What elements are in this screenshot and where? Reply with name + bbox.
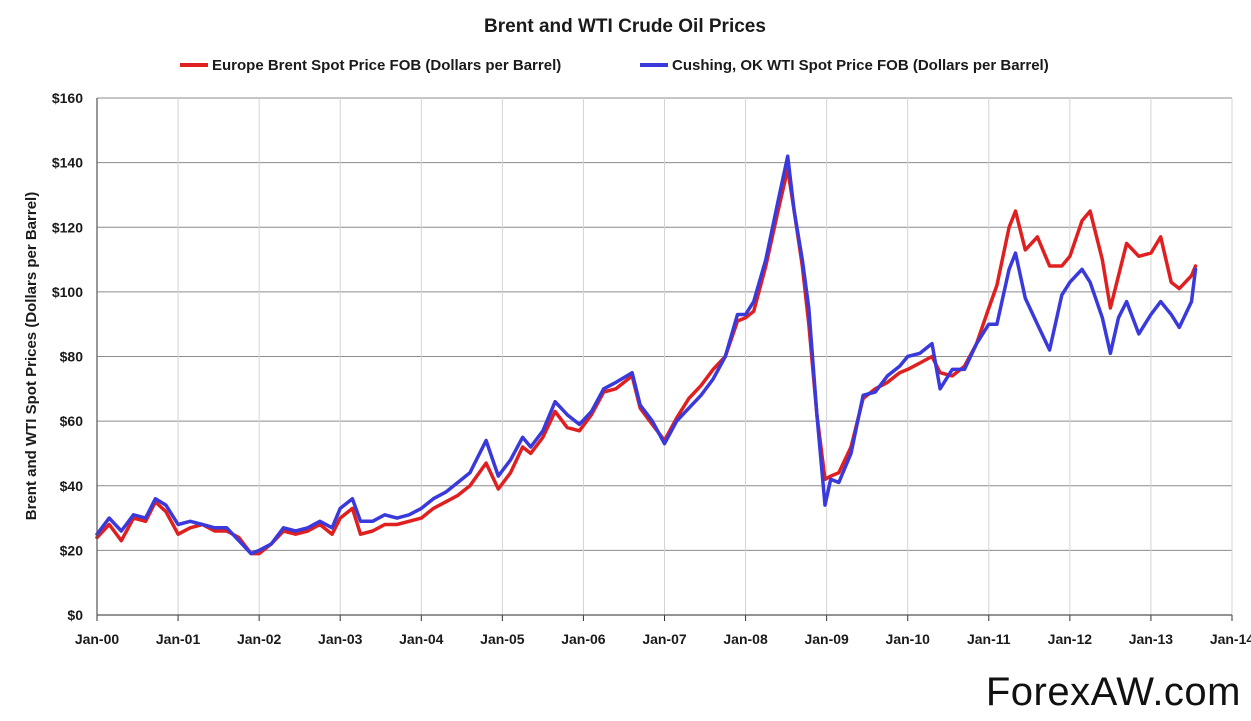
series-line-wti (95, 154, 1198, 556)
y-tick-label: $120 (52, 219, 83, 235)
x-tick-label: Jan-03 (318, 631, 363, 647)
x-tick-label: Jan-06 (561, 631, 606, 647)
x-tick-label: Jan-00 (75, 631, 120, 647)
x-tick-label: Jan-04 (399, 631, 444, 647)
legend-label-brent: Europe Brent Spot Price FOB (Dollars per… (212, 57, 561, 74)
x-tick-label: Jan-12 (1048, 631, 1093, 647)
y-tick-label: $160 (52, 90, 83, 106)
y-tick-label: $0 (67, 607, 83, 623)
x-tick-label: Jan-02 (237, 631, 282, 647)
y-axis-ticks: $0 $20 $40 $60 $80 $100 $120 $140 $160 (52, 90, 83, 623)
x-tick-label: Jan-09 (804, 631, 849, 647)
chart-title: Brent and WTI Crude Oil Prices (484, 16, 766, 37)
y-tick-label: $60 (60, 413, 84, 429)
x-tick-label: Jan-14 (1210, 631, 1251, 647)
y-tick-label: $100 (52, 284, 83, 300)
axes (96, 98, 1232, 616)
y-tick-label: $80 (60, 349, 84, 365)
y-axis-label: Brent and WTI Spot Prices (Dollars per B… (23, 192, 40, 520)
y-tick-label: $140 (52, 155, 83, 171)
x-tick-label: Jan-11 (967, 631, 1011, 647)
series-lines (95, 154, 1198, 556)
x-tick-label: Jan-01 (156, 631, 201, 647)
x-tick-label: Jan-13 (1129, 631, 1174, 647)
x-tick-label: Jan-08 (723, 631, 768, 647)
x-tick-label: Jan-05 (480, 631, 525, 647)
legend: Europe Brent Spot Price FOB (Dollars per… (180, 57, 1049, 74)
chart: Brent and WTI Crude Oil Prices Europe Br… (23, 16, 1251, 647)
gridlines (96, 97, 1233, 616)
watermark: ForexAW.com (985, 670, 1241, 714)
y-tick-label: $40 (60, 478, 84, 494)
x-tick-label: Jan-10 (886, 631, 931, 647)
legend-label-wti: Cushing, OK WTI Spot Price FOB (Dollars … (672, 57, 1049, 74)
x-tick-label: Jan-07 (642, 631, 687, 647)
series-line-brent (95, 167, 1198, 556)
y-tick-label: $20 (60, 542, 84, 558)
x-axis-ticks: Jan-00 Jan-01 Jan-02 Jan-03 Jan-04 Jan-05 Jan-… (75, 615, 1251, 647)
